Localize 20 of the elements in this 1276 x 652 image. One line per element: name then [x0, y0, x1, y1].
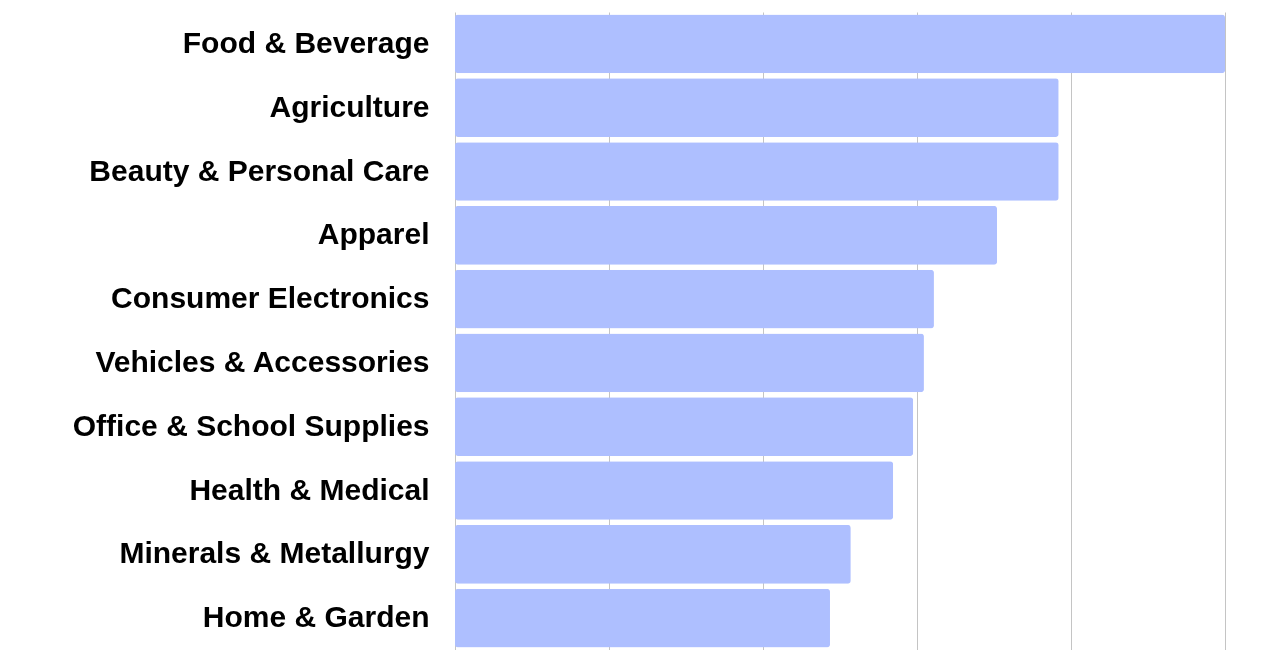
y-tick-label: Office & School Supplies	[72, 408, 430, 442]
bar	[455, 14, 1225, 74]
y-tick-label: Agriculture	[269, 89, 430, 123]
bar	[455, 205, 998, 265]
bar	[455, 461, 894, 520]
bar	[455, 524, 851, 584]
y-tick-label: Vehicles & Accessories	[95, 344, 430, 378]
bar	[455, 397, 914, 457]
y-tick-label: Health & Medical	[189, 472, 430, 506]
bar	[455, 269, 934, 329]
y-tick-label: Minerals & Metallurgy	[119, 536, 430, 570]
bar	[455, 142, 1059, 201]
y-tick-label: Apparel	[317, 217, 430, 251]
y-tick-label: Home & Garden	[202, 600, 430, 634]
bar	[455, 78, 1059, 138]
y-tick-label: Food & Beverage	[182, 25, 430, 59]
bar	[455, 588, 830, 648]
bar	[455, 333, 924, 393]
y-tick-label: Consumer Electronics	[111, 281, 430, 315]
y-tick-label: Beauty & Personal Care	[89, 153, 430, 187]
